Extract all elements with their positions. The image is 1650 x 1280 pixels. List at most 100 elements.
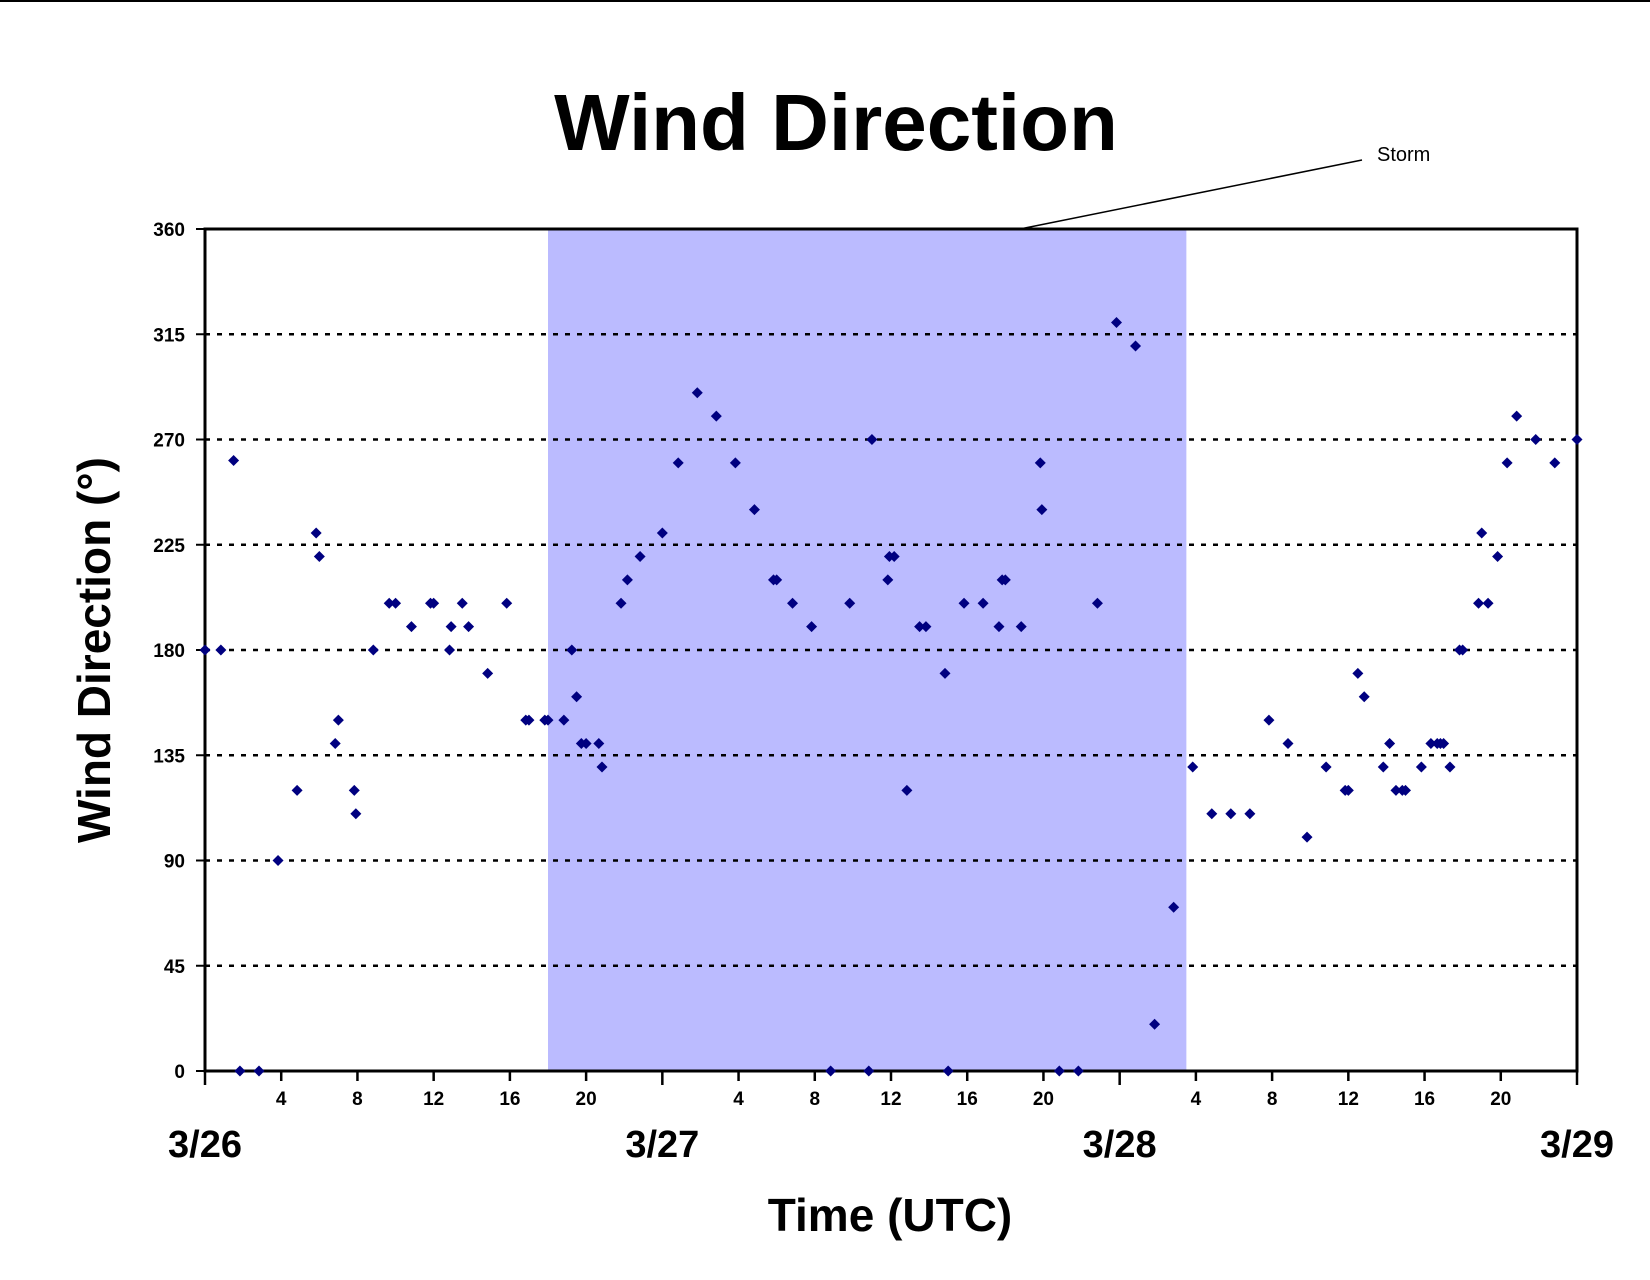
data-point: [1358, 691, 1370, 703]
data-point: [1530, 434, 1542, 445]
data-point: [329, 738, 341, 750]
y-tick-label: 270: [153, 431, 185, 452]
x-tick-label: 16: [499, 1089, 520, 1110]
data-point: [1492, 550, 1504, 562]
data-point: [787, 597, 799, 609]
data-point: [942, 1065, 954, 1077]
data-point: [634, 550, 646, 562]
data-point: [291, 784, 303, 796]
data-point: [444, 644, 456, 656]
data-point: [558, 714, 570, 726]
data-point: [1482, 597, 1494, 609]
data-point: [710, 410, 722, 422]
data-point: [1206, 808, 1218, 820]
data-point: [1168, 901, 1180, 913]
data-point: [1444, 761, 1456, 773]
data-point: [621, 574, 633, 586]
data-point: [1320, 761, 1332, 773]
x-tick-label: 12: [880, 1089, 901, 1110]
data-point: [844, 597, 856, 609]
data-point: [1110, 317, 1122, 329]
y-tick-label: 180: [153, 641, 185, 662]
data-point: [445, 621, 457, 633]
data-point: [482, 667, 494, 679]
data-point: [901, 784, 913, 796]
date-label: 3/26: [168, 1124, 242, 1166]
x-tick-label: 16: [1414, 1089, 1435, 1110]
x-tick-label: 20: [1490, 1089, 1511, 1110]
data-point: [313, 550, 325, 562]
data-point: [1282, 738, 1294, 750]
data-point: [1377, 761, 1389, 773]
data-point: [958, 597, 970, 609]
x-tick-label: 20: [1033, 1089, 1054, 1110]
data-point: [272, 855, 284, 866]
data-point: [1390, 784, 1402, 796]
data-point: [1036, 504, 1048, 516]
data-point: [310, 527, 322, 539]
data-point: [748, 504, 760, 516]
x-tick-label: 4: [733, 1089, 744, 1110]
data-point: [977, 597, 989, 609]
data-point: [1571, 434, 1583, 445]
data-point: [729, 457, 741, 469]
y-axis-label: Wind Direction (°): [68, 457, 120, 843]
data-point: [882, 574, 894, 586]
data-point: [234, 1065, 246, 1077]
data-point: [215, 644, 227, 656]
x-tick-label: 16: [957, 1089, 978, 1110]
x-tick-label: 8: [352, 1089, 363, 1110]
data-point: [1244, 808, 1256, 820]
x-tick-label: 20: [576, 1089, 597, 1110]
data-point: [1015, 621, 1027, 633]
y-tick-label: 315: [153, 325, 185, 346]
data-point: [1511, 410, 1523, 422]
data-point: [390, 597, 402, 609]
data-point: [1457, 644, 1469, 656]
data-point: [571, 691, 583, 703]
date-label: 3/29: [1540, 1124, 1614, 1166]
data-point: [771, 574, 783, 586]
data-point: [1342, 784, 1354, 796]
data-point: [1400, 784, 1411, 796]
data-point: [939, 667, 951, 679]
data-point: [1501, 457, 1513, 469]
data-point: [1149, 1018, 1161, 1030]
data-point: [580, 738, 592, 750]
date-label: 3/28: [1083, 1124, 1157, 1166]
x-tick-label: 4: [276, 1089, 287, 1110]
data-point: [806, 621, 818, 633]
data-point: [1425, 738, 1437, 750]
y-tick-label: 135: [153, 746, 185, 767]
x-tick-label: 12: [423, 1089, 444, 1110]
data-point: [367, 644, 379, 656]
data-point: [428, 597, 440, 609]
data-point: [1053, 1065, 1065, 1077]
data-point: [1072, 1065, 1084, 1077]
data-point: [501, 597, 513, 609]
data-point: [672, 457, 684, 469]
y-tick-label: 45: [164, 957, 186, 978]
data-point: [1091, 597, 1103, 609]
data-point: [999, 574, 1011, 586]
data-point: [1130, 340, 1142, 352]
data-point: [523, 714, 535, 726]
data-point: [656, 527, 668, 539]
x-axis-label: Time (UTC): [768, 1189, 1013, 1241]
y-tick-label: 225: [153, 536, 185, 557]
data-point: [383, 597, 395, 609]
data-point: [593, 738, 605, 750]
data-point: [1473, 597, 1485, 609]
data-point: [542, 714, 554, 726]
data-point: [463, 621, 475, 633]
data-point: [1438, 738, 1450, 750]
x-tick-label: 4: [1191, 1089, 1202, 1110]
data-point: [253, 1065, 265, 1077]
data-point: [1034, 457, 1046, 469]
data-point: [888, 550, 900, 562]
data-point: [566, 644, 578, 656]
storm-annotation-label: Storm: [1377, 144, 1430, 166]
y-tick-label: 360: [153, 220, 185, 241]
